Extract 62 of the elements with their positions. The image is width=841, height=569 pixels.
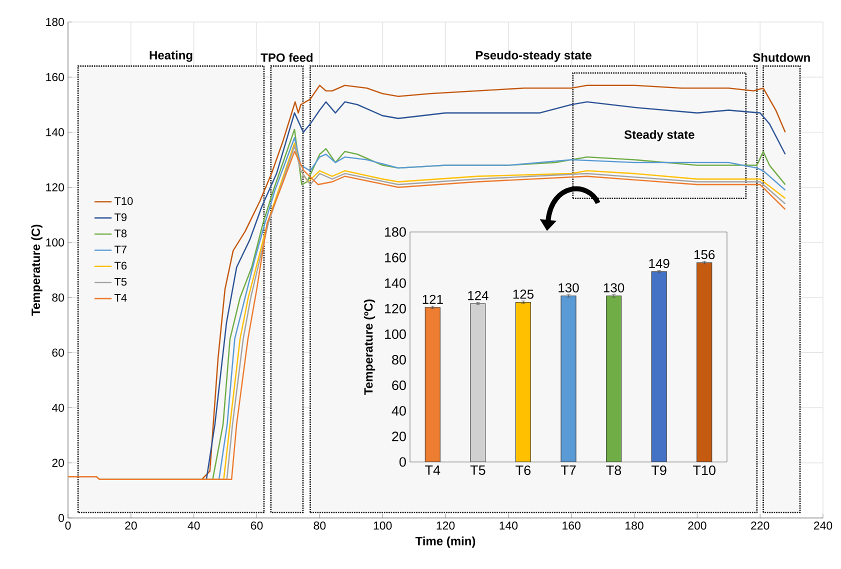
x-tick-label: 40: [188, 522, 200, 530]
legend-label: T7: [114, 246, 127, 254]
y-tick-label: 160: [46, 73, 64, 82]
y-tick-label: 60: [392, 380, 406, 390]
x-tick-label: 160: [562, 522, 580, 530]
data-label: 130: [604, 283, 624, 292]
x-tick-label: T6: [516, 466, 531, 476]
x-tick-label: T10: [693, 466, 716, 476]
y-tick-label: 40: [392, 406, 406, 416]
x-tick-label: 220: [751, 522, 770, 530]
y-tick-label: 100: [46, 238, 64, 246]
legend-label: T8: [114, 230, 127, 238]
x-tick-label: 60: [250, 522, 263, 530]
data-label: 125: [513, 290, 534, 299]
x-tick-label: 20: [125, 522, 137, 530]
y-tick-label: 180: [384, 227, 406, 237]
legend-label: T5: [114, 278, 127, 286]
y-tick-label: 60: [52, 348, 64, 357]
band-label: TPO feed: [260, 53, 312, 62]
y-tick-label: 80: [52, 293, 64, 302]
data-label: 149: [649, 258, 670, 268]
y-tick-label: 140: [46, 128, 64, 136]
y-axis-title: Temperature (ºC): [364, 300, 376, 395]
x-axis-title: Time (min): [415, 536, 476, 548]
x-tick-label: 0: [65, 522, 71, 530]
y-tick-label: 40: [52, 404, 64, 412]
legend-label: T6: [114, 262, 127, 270]
y-tick-label: 120: [46, 183, 64, 192]
x-tick-label: 140: [500, 522, 518, 530]
legend-label: T4: [114, 294, 127, 302]
band-label: Heating: [150, 50, 192, 62]
band-label: Pseudo-steady state: [476, 50, 592, 62]
x-tick-label: 100: [374, 522, 392, 530]
x-tick-label: 240: [814, 522, 832, 530]
x-tick-label: T7: [560, 466, 576, 475]
x-tick-label: 180: [626, 522, 644, 530]
band-label: Shutdown: [752, 53, 810, 62]
x-tick-label: T9: [651, 466, 666, 476]
band-label: Steady state: [624, 130, 694, 142]
y-tick-label: 20: [392, 432, 406, 442]
y-tick-label: 160: [384, 252, 406, 262]
x-tick-label: 80: [314, 522, 326, 530]
legend-label: T9: [114, 213, 127, 222]
y-tick-label: 180: [46, 18, 64, 26]
y-tick-label: 80: [392, 354, 406, 365]
y-tick-label: 0: [58, 514, 64, 522]
data-label: 124: [468, 290, 488, 300]
y-tick-label: 140: [384, 278, 406, 288]
y-tick-label: 0: [399, 457, 406, 467]
x-tick-label: T5: [470, 466, 486, 475]
x-tick-label: T8: [606, 466, 622, 476]
y-axis-title: Temperature (C): [31, 224, 42, 316]
x-tick-label: 120: [436, 522, 455, 530]
data-label: 156: [694, 250, 715, 260]
y-tick-label: 120: [384, 304, 406, 314]
x-tick-label: T4: [425, 466, 440, 475]
data-label: 121: [422, 294, 443, 304]
x-tick-label: 200: [688, 522, 706, 530]
legend-label: T10: [114, 197, 133, 205]
y-tick-label: 20: [52, 458, 64, 467]
y-tick-label: 100: [384, 329, 406, 339]
data-label: 130: [558, 283, 579, 292]
